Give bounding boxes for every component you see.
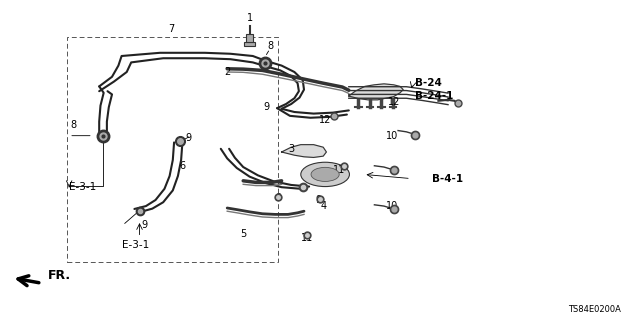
Text: E-3-1: E-3-1 xyxy=(122,240,149,250)
Bar xyxy=(246,34,253,42)
Text: 8: 8 xyxy=(267,41,273,52)
Text: 4: 4 xyxy=(320,201,326,212)
Text: 10: 10 xyxy=(386,201,399,212)
Text: 10: 10 xyxy=(386,131,399,141)
Text: 9: 9 xyxy=(185,132,191,143)
Text: 9: 9 xyxy=(275,193,282,204)
Text: 6: 6 xyxy=(179,161,186,172)
Text: B-24-1: B-24-1 xyxy=(415,91,453,101)
Text: 9: 9 xyxy=(141,220,148,230)
Text: 12: 12 xyxy=(388,97,401,108)
Text: 11: 11 xyxy=(301,233,314,244)
Text: 9: 9 xyxy=(263,102,269,112)
Text: 7: 7 xyxy=(168,24,175,34)
Text: FR.: FR. xyxy=(48,269,71,282)
Text: 8: 8 xyxy=(70,120,76,130)
Bar xyxy=(67,37,278,262)
Text: E-3-1: E-3-1 xyxy=(69,182,97,192)
Circle shape xyxy=(311,167,339,181)
Circle shape xyxy=(301,162,349,187)
Text: 5: 5 xyxy=(240,228,246,239)
Polygon shape xyxy=(282,145,326,157)
Polygon shape xyxy=(349,84,403,100)
Text: 1: 1 xyxy=(246,12,253,23)
Text: B-4-1: B-4-1 xyxy=(432,174,463,184)
Text: 11: 11 xyxy=(333,164,346,175)
Bar xyxy=(244,42,255,46)
Text: 9: 9 xyxy=(315,195,321,205)
Text: 3: 3 xyxy=(288,144,294,154)
Text: 2: 2 xyxy=(224,67,230,77)
Text: 12: 12 xyxy=(319,115,332,125)
Text: TS84E0200A: TS84E0200A xyxy=(568,305,621,314)
Text: B-24: B-24 xyxy=(415,78,442,88)
